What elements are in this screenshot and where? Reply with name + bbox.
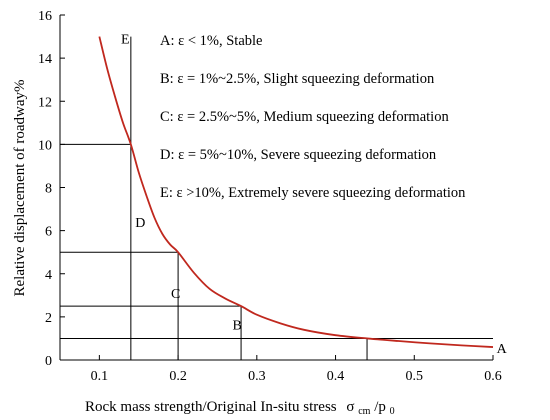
x-tick-label: 0.6: [484, 369, 502, 384]
region-label-d: D: [135, 216, 145, 231]
y-tick-label: 14: [38, 52, 52, 67]
legend-entry: D: ε = 5%~10%, Severe squeezing deformat…: [160, 147, 437, 163]
x-axis-title: Rock mass strength/Original In-situ stre…: [85, 399, 395, 418]
region-label-e: E: [121, 33, 130, 48]
y-tick-label: 0: [45, 354, 52, 369]
legend-entry: A: ε < 1%, Stable: [160, 33, 262, 49]
region-label-a: A: [497, 342, 508, 357]
x-tick-label: 0.2: [169, 369, 187, 384]
y-tick-label: 12: [38, 95, 52, 110]
x-axis-title-symbol-sub: cm: [358, 406, 370, 417]
region-label-c: C: [171, 287, 180, 302]
y-tick-label: 10: [38, 138, 52, 153]
y-tick-label: 6: [45, 225, 52, 240]
region-labels: E D C B A: [121, 33, 508, 357]
x-tick-label: 0.1: [91, 369, 109, 384]
ticks: 0.1 0.2 0.3 0.4 0.5 0.6 0 2 4 6 8 10 12 14 16: [38, 9, 502, 384]
x-axis-title-slash: /p: [374, 399, 386, 415]
x-axis-title-slash-sub: 0: [390, 406, 395, 417]
reference-lines: [60, 36, 493, 360]
x-tick-label: 0.4: [327, 369, 345, 384]
y-tick-label: 16: [38, 9, 52, 24]
y-tick-label: 2: [45, 311, 52, 326]
x-axis-title-text: Rock mass strength/Original In-situ stre…: [85, 399, 337, 415]
legend-entry: B: ε = 1%~2.5%, Slight squeezing deforma…: [160, 71, 435, 87]
legend-entry: C: ε = 2.5%~5%, Medium squeezing deforma…: [160, 109, 449, 125]
legend-entry: E: ε >10%, Extremely severe squeezing de…: [160, 185, 466, 201]
displacement-curve: [98, 36, 494, 348]
x-axis-title-symbol: σ: [346, 399, 354, 415]
y-tick-label: 4: [45, 268, 52, 283]
y-axis-title: Relative displacement of roadway%: [12, 79, 28, 296]
x-tick-label: 0.3: [248, 369, 266, 384]
curve-layer: [98, 36, 494, 348]
y-tick-label: 8: [45, 182, 52, 197]
region-label-b: B: [232, 318, 241, 333]
legend: A: ε < 1%, Stable B: ε = 1%~2.5%, Slight …: [160, 33, 466, 201]
x-tick-label: 0.5: [406, 369, 424, 384]
